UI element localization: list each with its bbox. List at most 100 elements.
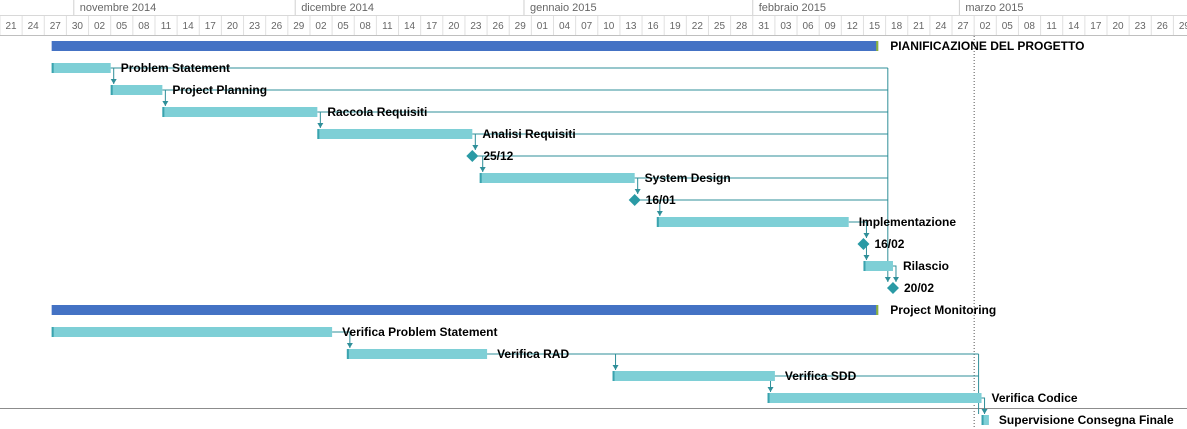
milestone-diamond [628,194,641,206]
milestone-label: 16/02 [874,237,904,251]
day-tick-label: 22 [692,21,704,32]
day-tick-label: 26 [1157,21,1169,32]
task-bar [110,85,163,95]
link-arrowhead [863,233,870,238]
timescale-header: novembre 2014 dicembre 2014 gennaio 2015 fe… [0,0,1187,36]
day-tick-label: 20 [448,21,460,32]
link-arrowhead [863,255,870,260]
day-tick-label: 11 [382,21,393,32]
task-bar-start-cap [110,85,113,95]
link-arrowhead [656,211,663,216]
milestone-diamond [886,282,899,294]
day-tick-label: 06 [802,21,814,32]
day-tick-label: 19 [670,21,682,32]
day-tick-label: 08 [138,21,150,32]
day-tick-label: 25 [714,21,726,32]
gantt-grid [0,36,1187,429]
link-arrowhead [634,189,641,194]
task-bar [51,63,111,73]
link-arrowhead [612,365,619,370]
task-bar [863,261,893,271]
task-bar-start-cap [612,371,615,381]
task-bar [51,327,333,337]
task-label: Rilascio [903,259,949,273]
task-bar-start-cap [162,107,165,117]
day-tick-label: 12 [847,21,859,32]
milestone-label: 16/01 [646,193,676,207]
summary-bar [51,41,879,51]
task-label: Verifica Codice [992,391,1078,405]
task-label: Project Planning [172,83,267,97]
day-tick-label: 24 [935,21,947,32]
task-bar-start-cap [981,415,984,425]
day-tick-label: 20 [1112,21,1124,32]
day-tick-label: 13 [625,21,637,32]
link-arrowhead [317,123,324,128]
task-bar [162,107,318,117]
day-tick-label: 23 [1135,21,1147,32]
milestone-diamond [466,150,479,162]
day-tick-label: 04 [559,21,571,32]
day-tick-label: 02 [980,21,992,32]
day-tick-label: 18 [891,21,903,32]
summary-label: PIANIFICAZIONE DEL PROGETTO [890,39,1084,53]
day-tick-label: 01 [537,21,549,32]
task-label: Raccola Requisiti [327,105,427,119]
month-label: febbraio 2015 [759,2,826,14]
day-tick-label: 05 [1002,21,1014,32]
link-arrowhead [472,145,479,150]
day-tick-label: 24 [28,21,40,32]
summary-end-cap [876,305,879,315]
task-bar [981,415,989,425]
dependency-link [332,331,351,348]
task-bar [656,217,849,227]
task-label: Implementazione [859,215,957,229]
day-tick-label: 30 [72,21,84,32]
summary-end-cap [876,41,879,51]
task-label: Verifica RAD [497,347,569,361]
task-bar [479,173,635,183]
task-bar-start-cap [317,129,320,139]
day-tick-label: 20 [227,21,239,32]
link-arrowhead [162,101,169,106]
day-tick-label: 10 [603,21,615,32]
summary-bar [51,305,879,315]
day-tick-label: 27 [957,21,969,32]
dependency-links [110,67,988,414]
day-tick-label: 23 [249,21,261,32]
day-tick-label: 31 [758,21,770,32]
day-tick-label: 08 [360,21,372,32]
task-bar-start-cap [656,217,659,227]
task-bar [317,129,473,139]
day-tick-label: 03 [780,21,792,32]
month-label: dicembre 2014 [301,2,374,14]
day-tick-label: 02 [315,21,327,32]
day-tick-label: 21 [913,21,925,32]
milestone-label: 20/02 [904,281,934,295]
day-tick-label: 07 [581,21,593,32]
link-arrowhead [892,277,899,282]
day-tick-label: 29 [1179,21,1187,32]
task-label: Supervisione Consegna Finale [999,413,1174,427]
task-label: Verifica SDD [785,369,857,383]
link-arrowhead [767,387,774,392]
task-label: Problem Statement [121,61,230,75]
task-label: Verifica Problem Statement [342,325,497,339]
milestone-label: 25/12 [483,149,513,163]
day-tick-label: 11 [1046,21,1057,32]
task-bar [346,349,488,359]
link-arrowhead [981,409,988,414]
day-tick-label: 21 [5,21,17,32]
link-arrowhead [479,167,486,172]
day-tick-label: 26 [493,21,505,32]
day-tick-label: 11 [161,21,172,32]
milestone-diamond [857,238,870,250]
task-bar [767,393,982,403]
day-tick-label: 16 [647,21,659,32]
day-tick-label: 05 [338,21,350,32]
task-bar-start-cap [863,261,866,271]
dependency-link [892,265,897,282]
task-bar-start-cap [51,327,54,337]
day-tick-label: 26 [271,21,283,32]
